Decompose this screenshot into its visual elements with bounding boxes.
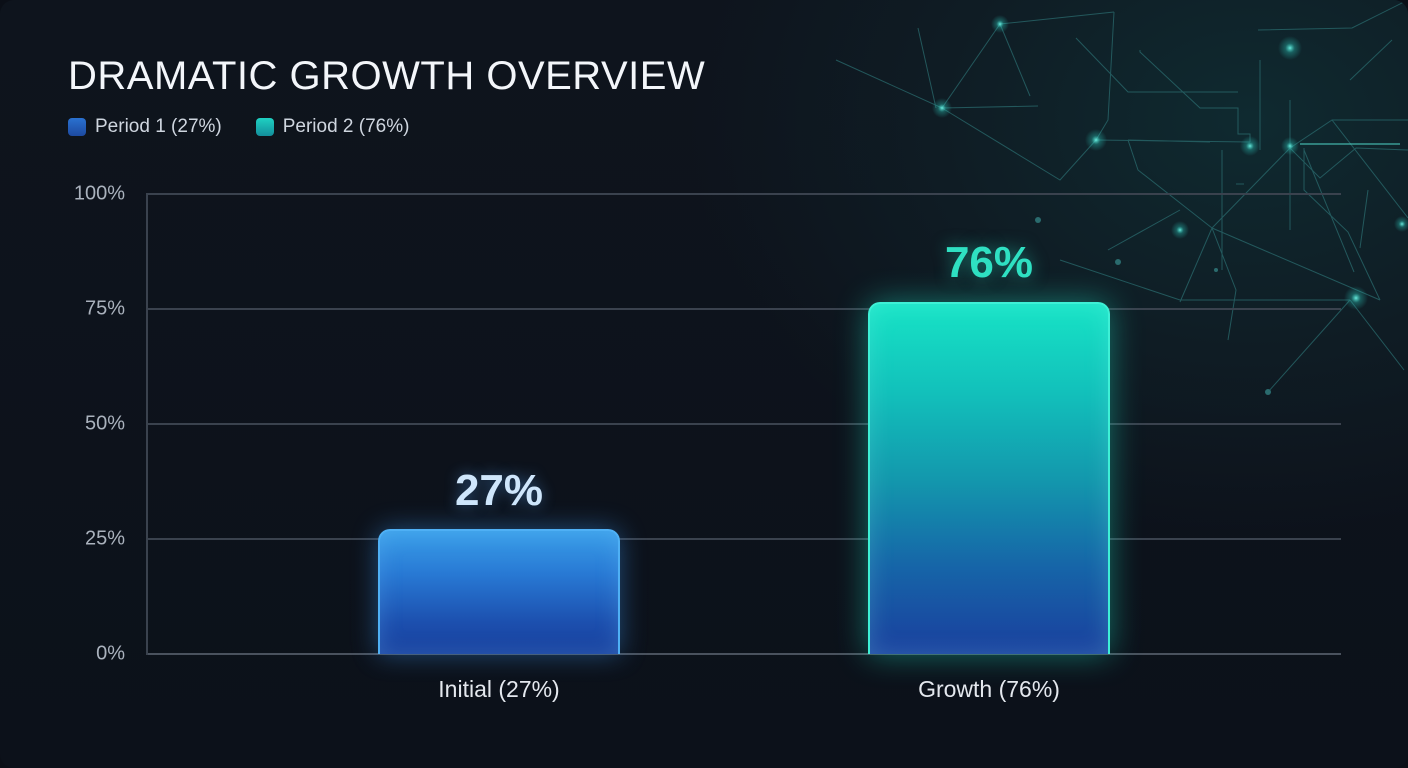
bar-value-label-initial: 27% [454,466,544,515]
bar-value-label-growth: 76% [944,238,1034,287]
bar-growth[interactable] [868,302,1110,654]
legend-item-period-2: Period 2 (76%) [255,116,410,138]
legend-label-period-2: Period 2 (76%) [282,116,410,137]
chart-title: DRAMATIC GROWTH OVERVIEW [68,54,706,98]
x-label-growth: Growth (76%) [918,676,1060,702]
x-axis-baseline [147,653,1341,655]
y-tick-75: 75% [84,297,125,320]
y-tick-25: 25% [84,527,125,550]
legend-swatch-period-2 [255,118,274,136]
y-tick-0: 0% [96,642,125,665]
y-tick-50: 50% [84,412,125,435]
gridline-50 [147,423,1341,425]
legend: Period 1 (27%) Period 2 (76%) [68,116,409,138]
gridline-75 [147,308,1341,310]
legend-swatch-period-1 [68,118,86,136]
y-axis-line [146,193,148,655]
legend-item-period-1: Period 1 (27%) [68,116,222,138]
legend-label-period-1: Period 1 (27%) [95,116,222,137]
bar-initial[interactable] [378,529,620,654]
gridline-100 [147,193,1341,195]
x-label-initial: Initial (27%) [438,676,560,702]
gridline-25 [147,538,1341,540]
y-tick-100: 100% [73,182,125,205]
